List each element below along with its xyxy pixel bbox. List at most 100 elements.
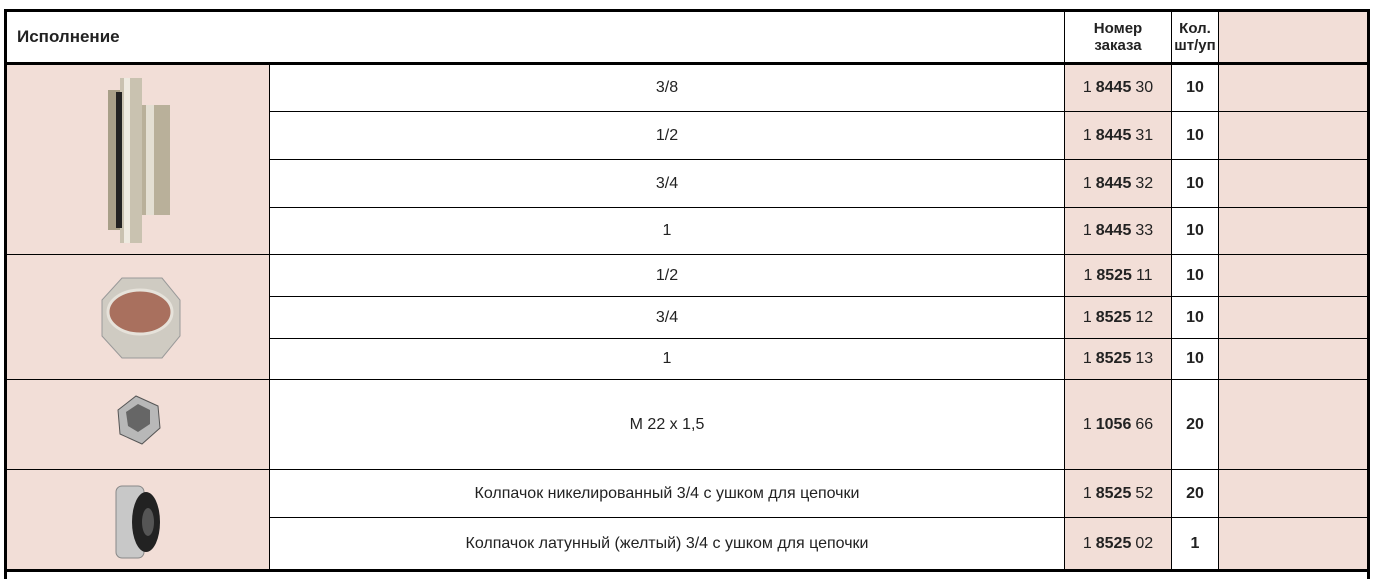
order-main: 8525 bbox=[1096, 266, 1132, 284]
chain-cap-image bbox=[115, 485, 160, 559]
order-suffix: 52 bbox=[1135, 484, 1154, 502]
quantity: 10 bbox=[1186, 308, 1204, 326]
order-prefix: 1 bbox=[1082, 534, 1092, 552]
empty-cell bbox=[1219, 470, 1368, 518]
order-main: 8445 bbox=[1095, 174, 1132, 192]
order-main: 8525 bbox=[1095, 534, 1132, 552]
empty-cell bbox=[1219, 160, 1368, 208]
qty-cell: 20 bbox=[1172, 380, 1219, 470]
order-prefix: 1 bbox=[1083, 266, 1093, 284]
qty-cell: 10 bbox=[1172, 297, 1219, 339]
header-label: Номер bbox=[1093, 19, 1143, 37]
quantity: 10 bbox=[1186, 78, 1204, 96]
empty-cell bbox=[1219, 112, 1368, 160]
desc-cell: 1/2 bbox=[270, 112, 1065, 160]
description: 1 bbox=[662, 222, 672, 239]
description: 3/8 bbox=[655, 78, 679, 96]
order-suffix: 33 bbox=[1135, 222, 1154, 239]
order-main: 8525 bbox=[1095, 484, 1132, 502]
description: Колпачок никелированный 3/4 с ушком для … bbox=[474, 484, 860, 502]
empty-cell bbox=[1219, 380, 1368, 470]
qty-cell: 1 bbox=[1172, 518, 1219, 570]
order-prefix: 1 bbox=[1082, 415, 1092, 433]
quantity: 10 bbox=[1186, 266, 1204, 284]
order-cell: 1 8445 32 bbox=[1065, 160, 1172, 208]
desc-cell: 1 bbox=[270, 339, 1065, 380]
order-suffix: 32 bbox=[1135, 174, 1154, 192]
quantity: 20 bbox=[1186, 484, 1204, 502]
description: M 22 x 1,5 bbox=[629, 415, 705, 433]
order-prefix: 1 bbox=[1082, 174, 1092, 192]
empty-cell bbox=[1219, 297, 1368, 339]
order-cell: 1 1056 66 bbox=[1065, 380, 1172, 470]
desc-cell: M 22 x 1,5 bbox=[270, 380, 1065, 470]
order-prefix: 1 bbox=[1082, 222, 1092, 239]
border bbox=[5, 569, 1368, 572]
description: 1/2 bbox=[655, 126, 679, 144]
order-cell: 1 8445 33 bbox=[1065, 208, 1172, 255]
order-suffix: 31 bbox=[1135, 126, 1154, 144]
quantity: 10 bbox=[1186, 126, 1204, 144]
qty-cell: 10 bbox=[1172, 208, 1219, 255]
order-suffix: 66 bbox=[1135, 415, 1154, 433]
order-prefix: 1 bbox=[1082, 126, 1092, 144]
description: 3/4 bbox=[655, 174, 679, 192]
order-suffix: 13 bbox=[1135, 350, 1154, 367]
header-label: шт/уп bbox=[1174, 36, 1216, 54]
qty-cell: 20 bbox=[1172, 470, 1219, 518]
order-main: 8445 bbox=[1095, 78, 1132, 96]
header-title: Исполнение bbox=[17, 26, 120, 46]
quantity: 10 bbox=[1186, 350, 1204, 367]
border bbox=[4, 9, 7, 579]
order-cell: 1 8525 52 bbox=[1065, 470, 1172, 518]
quantity: 20 bbox=[1186, 415, 1204, 433]
desc-cell: 3/4 bbox=[270, 297, 1065, 339]
description: 1/2 bbox=[655, 266, 679, 284]
header-cell: Исполнение bbox=[5, 10, 1065, 64]
border bbox=[5, 9, 1368, 12]
header-cell: Номер заказа bbox=[1065, 10, 1172, 64]
qty-cell: 10 bbox=[1172, 339, 1219, 380]
qty-cell: 10 bbox=[1172, 112, 1219, 160]
empty-cell bbox=[1219, 518, 1368, 570]
empty-cell bbox=[1219, 64, 1368, 112]
order-cell: 1 8445 30 bbox=[1065, 64, 1172, 112]
description: 3/4 bbox=[655, 308, 679, 326]
quantity: 10 bbox=[1186, 222, 1204, 239]
order-prefix: 1 bbox=[1082, 484, 1092, 502]
order-main: 8525 bbox=[1095, 350, 1132, 367]
order-suffix: 12 bbox=[1135, 308, 1154, 326]
desc-cell: Колпачок никелированный 3/4 с ушком для … bbox=[270, 470, 1065, 518]
empty-cell bbox=[1219, 339, 1368, 380]
qty-cell: 10 bbox=[1172, 255, 1219, 297]
border bbox=[5, 62, 1368, 65]
plug-image bbox=[108, 78, 170, 243]
quantity: 10 bbox=[1186, 174, 1204, 192]
order-cell: 1 8525 12 bbox=[1065, 297, 1172, 339]
order-prefix: 1 bbox=[1082, 78, 1092, 96]
empty-cell bbox=[1219, 255, 1368, 297]
header-label: Кол. bbox=[1179, 19, 1211, 37]
border bbox=[1367, 9, 1370, 579]
desc-cell: 1/2 bbox=[270, 255, 1065, 297]
order-suffix: 30 bbox=[1135, 78, 1154, 96]
order-prefix: 1 bbox=[1082, 308, 1092, 326]
desc-cell: 1 bbox=[270, 208, 1065, 255]
empty-cell bbox=[1219, 208, 1368, 255]
qty-cell: 10 bbox=[1172, 64, 1219, 112]
order-main: 8445 bbox=[1095, 126, 1132, 144]
header-label: заказа bbox=[1094, 36, 1142, 54]
header-cell bbox=[1219, 10, 1368, 64]
description: Колпачок латунный (желтый) 3/4 с ушком д… bbox=[465, 534, 869, 552]
nut-image bbox=[101, 277, 181, 359]
desc-cell: 3/8 bbox=[270, 64, 1065, 112]
order-cell: 1 8525 02 bbox=[1065, 518, 1172, 570]
order-suffix: 11 bbox=[1135, 266, 1153, 284]
desc-cell: Колпачок латунный (желтый) 3/4 с ушком д… bbox=[270, 518, 1065, 570]
order-main: 8525 bbox=[1095, 308, 1132, 326]
order-cell: 1 8525 13 bbox=[1065, 339, 1172, 380]
qty-cell: 10 bbox=[1172, 160, 1219, 208]
order-main: 1056 bbox=[1095, 415, 1132, 433]
header-cell: Кол. шт/уп bbox=[1172, 10, 1219, 64]
